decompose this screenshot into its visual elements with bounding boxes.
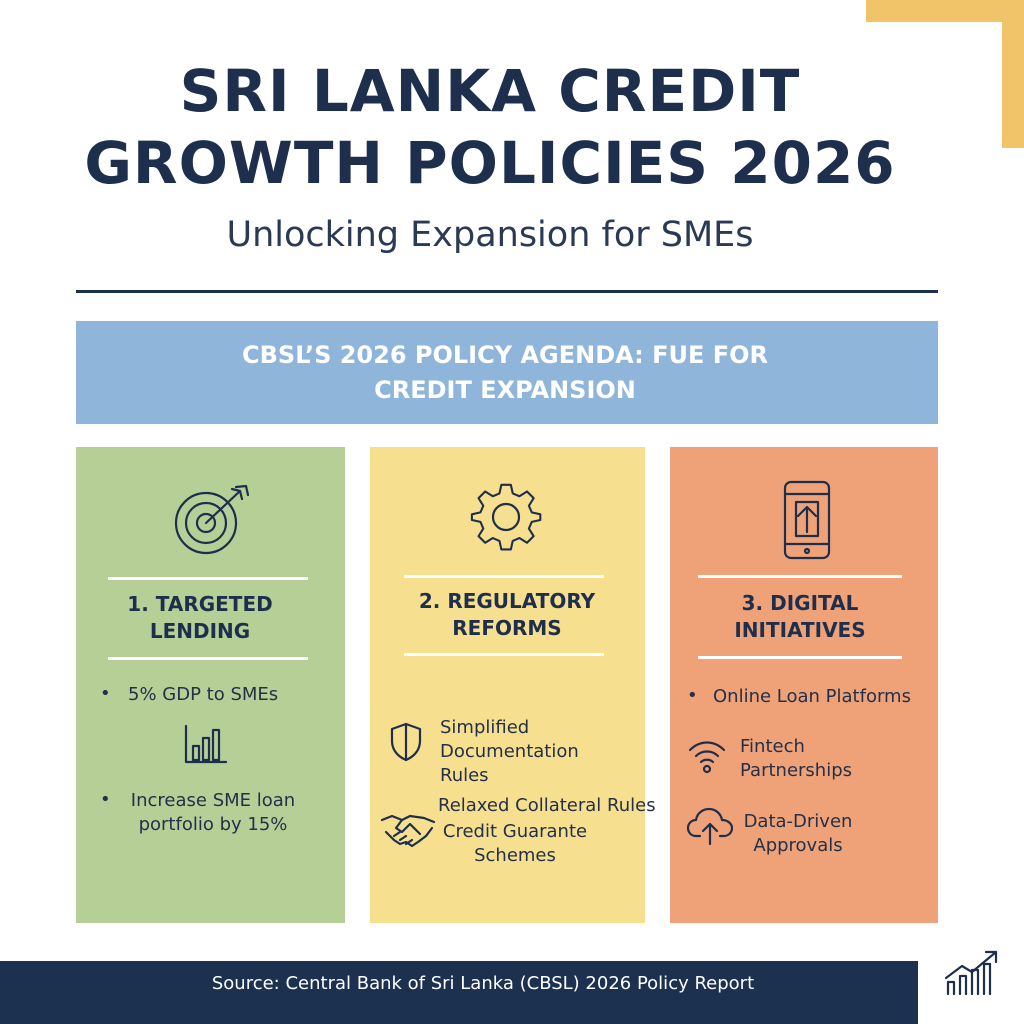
target-icon xyxy=(174,485,250,555)
item: Online Loan Platforms xyxy=(713,686,911,707)
bullet: • xyxy=(100,683,111,704)
panel-heading: 1. TARGETED LENDING xyxy=(127,592,273,643)
bullet: • xyxy=(100,789,111,810)
white-rule xyxy=(108,657,308,660)
white-rule xyxy=(108,577,308,580)
growth-icon xyxy=(944,950,998,996)
footer-text: Source: Central Bank of Sri Lanka (CBSL)… xyxy=(211,973,755,994)
item: Simplified Documentation Rules xyxy=(440,717,579,786)
panel xyxy=(76,447,345,923)
panel xyxy=(670,447,938,923)
item: Fintech Partnerships xyxy=(740,736,853,781)
handshake-icon xyxy=(380,814,436,848)
corner-accent xyxy=(866,0,1024,22)
white-rule xyxy=(404,653,604,656)
cloud-upload-icon xyxy=(686,807,734,846)
panel-heading: 2. REGULATORY REFORMS xyxy=(418,589,596,640)
shield-icon xyxy=(390,722,422,762)
banner xyxy=(76,321,938,424)
gear-icon xyxy=(470,483,542,551)
item: Data-Driven Approvals xyxy=(743,811,853,856)
divider xyxy=(76,290,938,293)
title: SRI LANKA CREDIT GROWTH POLICIES 2026 xyxy=(84,57,896,197)
corner-accent xyxy=(1002,0,1024,148)
white-rule xyxy=(404,575,604,578)
white-rule xyxy=(698,575,902,578)
banner-text: CBSL’S 2026 POLICY AGENDA: FUE FOR CREDI… xyxy=(242,341,768,404)
white-rule xyxy=(698,656,902,659)
phone-icon xyxy=(783,480,831,560)
item: Increase SME loan portfolio by 15% xyxy=(130,790,296,835)
panel-heading: 3. DIGITAL INITIATIVES xyxy=(734,591,866,642)
bar-chart-icon xyxy=(184,724,228,764)
wifi-icon xyxy=(688,741,726,774)
footer-bar xyxy=(0,961,918,1024)
item: 5% GDP to SMEs xyxy=(128,684,279,705)
item: Credit Guarante Schemes xyxy=(442,821,588,866)
bullet: • xyxy=(687,685,698,706)
subtitle: Unlocking Expansion for SMEs xyxy=(226,215,754,255)
item: Relaxed Collateral Rules xyxy=(438,795,656,816)
